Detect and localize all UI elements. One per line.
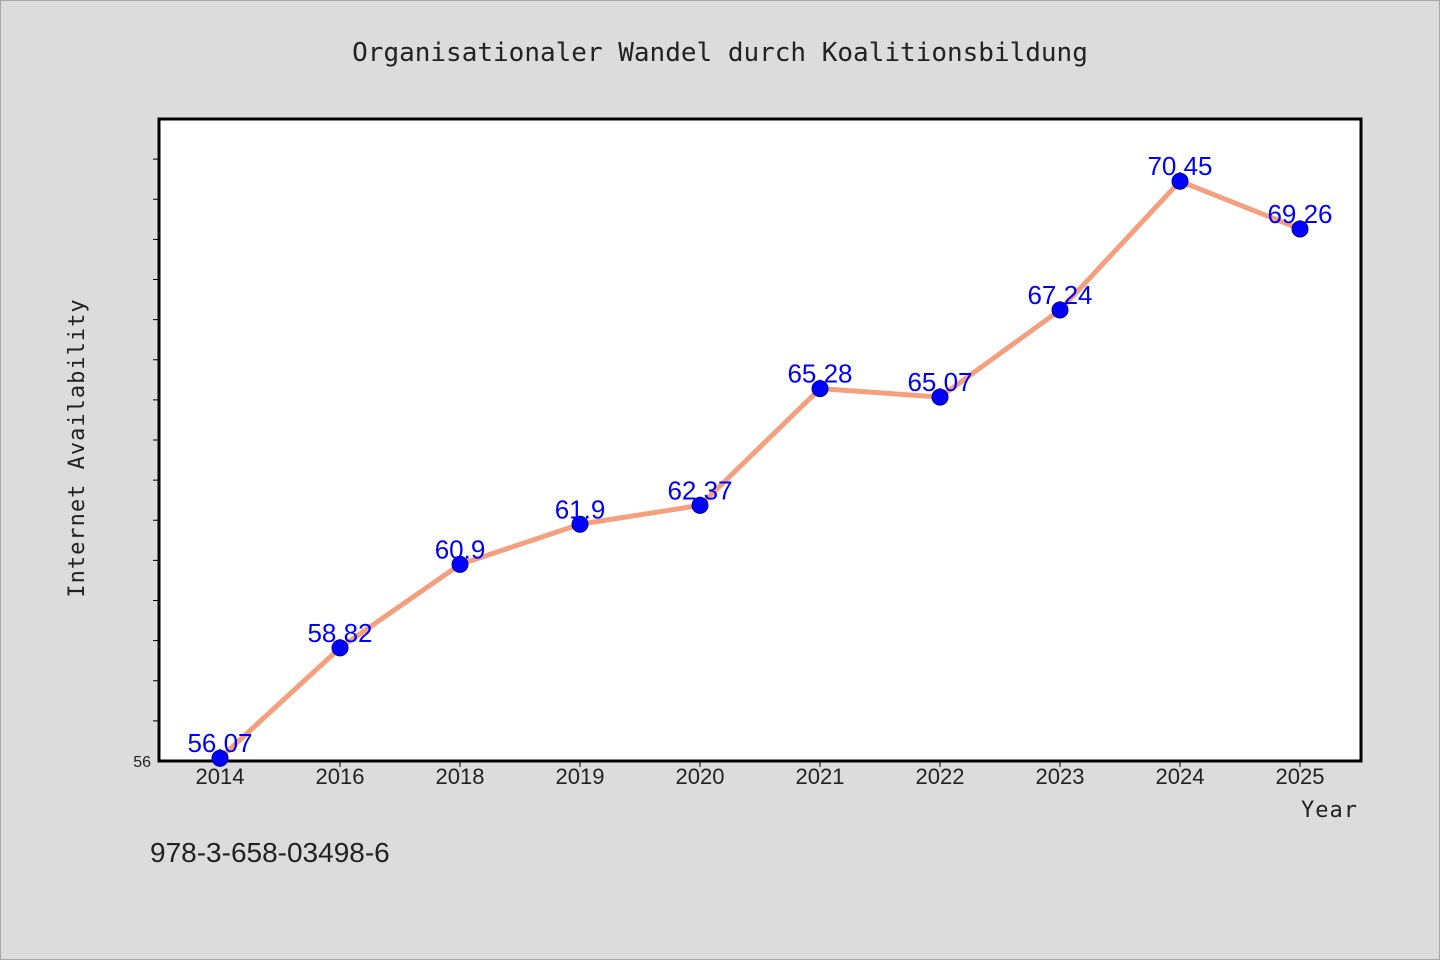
data-label: 70.45 (1147, 151, 1212, 181)
data-point (1171, 172, 1189, 190)
x-axis-ticks: 2014 2016 2018 2019 2020 2021 2022 2023 2024 2025 (196, 761, 1325, 789)
x-tick-label: 2023 (1036, 764, 1085, 789)
x-tick-label: 2024 (1156, 764, 1205, 789)
series-line (217, 178, 1303, 761)
data-label: 65.07 (907, 367, 972, 397)
data-label: 60.9 (435, 534, 486, 564)
y-tick-label: 56 (133, 754, 151, 771)
x-tick-label: 2020 (676, 764, 725, 789)
data-label: 61.9 (555, 494, 606, 524)
data-label: 56.07 (187, 728, 252, 758)
x-tick-label: 2019 (556, 764, 605, 789)
data-point (331, 639, 349, 657)
data-label: 65.28 (787, 359, 852, 389)
x-tick-label: 2025 (1276, 764, 1325, 789)
y-axis-ticks: 56 (133, 158, 159, 771)
data-series: 56.07 58.82 60.9 61.9 62.37 65.28 65.07 67.24 70… (187, 151, 1333, 767)
data-point (571, 515, 589, 533)
plot-area (157, 117, 1363, 763)
x-tick-label: 2014 (196, 764, 245, 789)
data-point (811, 380, 829, 398)
data-label: 58.82 (307, 618, 372, 648)
chart-title: Organisationaler Wandel durch Koalitions… (352, 38, 1088, 68)
data-point (211, 749, 229, 767)
x-tick-label: 2022 (916, 764, 965, 789)
data-point (1291, 220, 1309, 238)
y-axis-label: Internet Availability (65, 298, 90, 597)
data-point (691, 496, 709, 514)
x-tick-label: 2021 (796, 764, 845, 789)
data-label: 67.24 (1027, 280, 1092, 310)
data-point (451, 555, 469, 573)
data-label: 69.26 (1267, 199, 1332, 229)
x-axis-label: Year (1301, 798, 1358, 823)
x-tick-label: 2016 (316, 764, 365, 789)
data-point (1051, 301, 1069, 319)
data-point (931, 388, 949, 406)
data-label: 62.37 (667, 475, 732, 505)
x-tick-label: 2018 (436, 764, 485, 789)
isbn-footer: 978-3-658-03498-6 (150, 837, 390, 868)
